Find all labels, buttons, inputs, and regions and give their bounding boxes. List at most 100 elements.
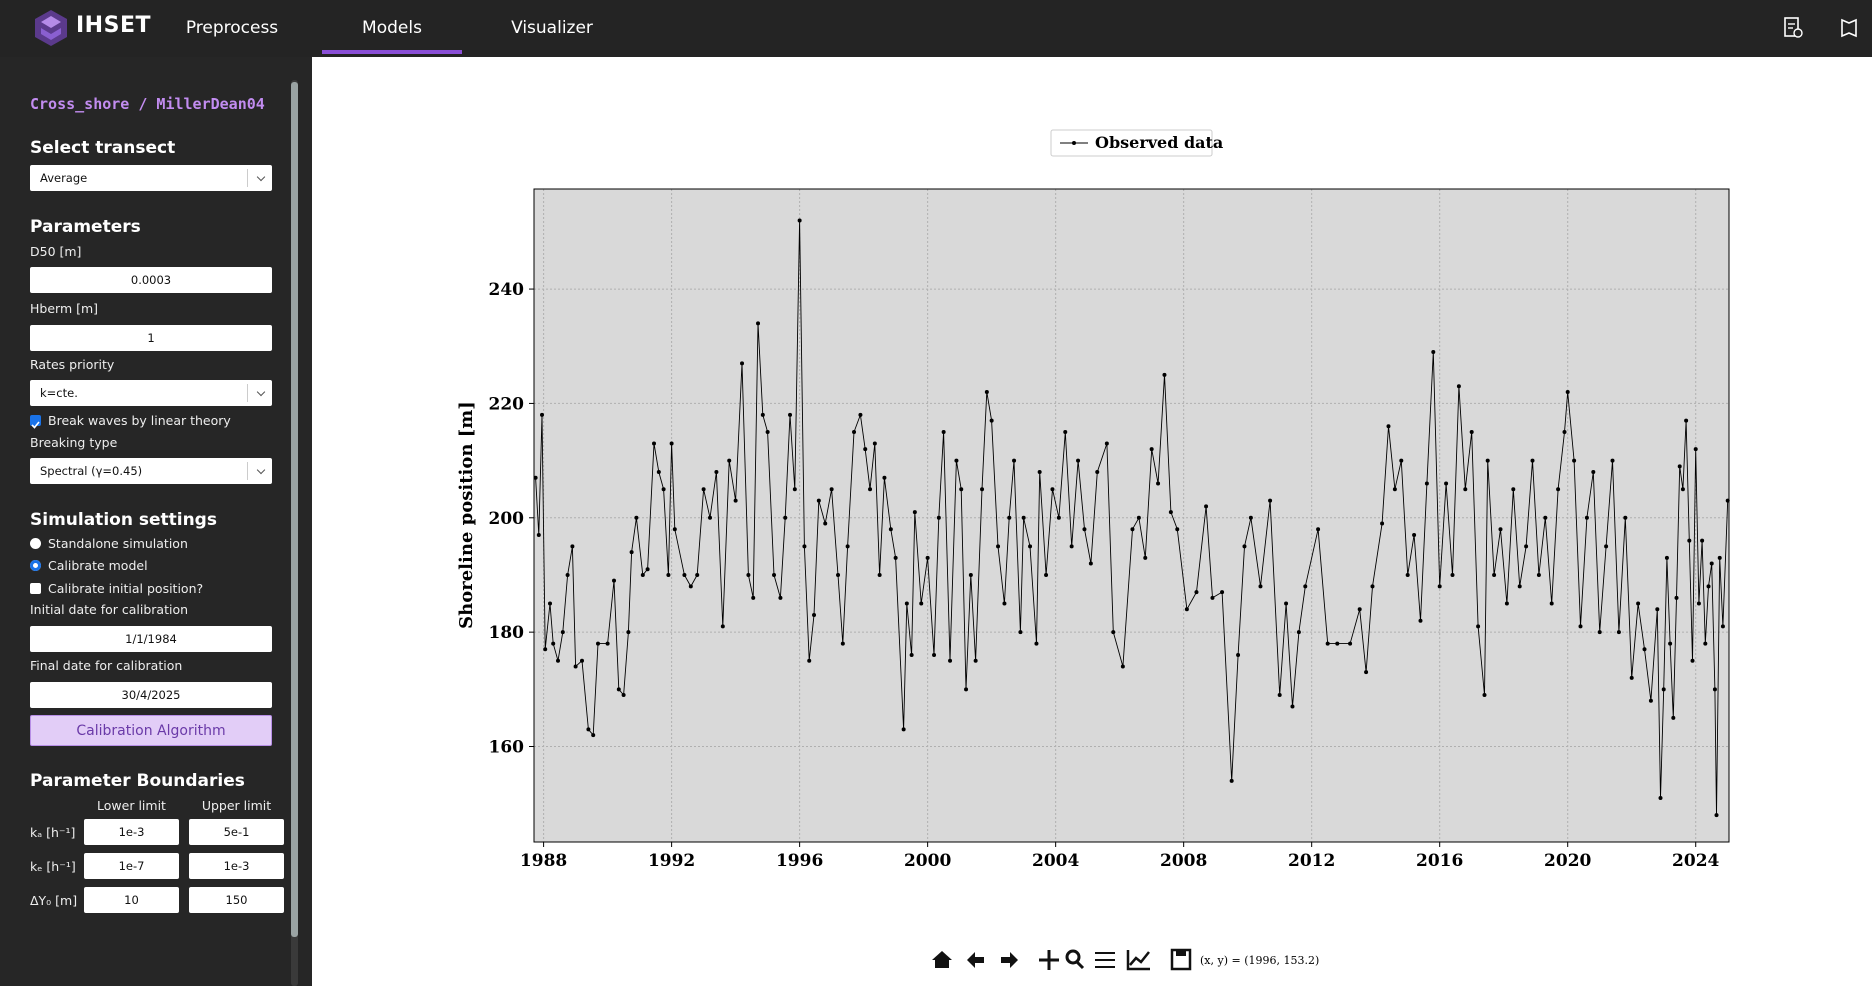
data-point bbox=[836, 572, 841, 577]
data-point bbox=[1236, 653, 1241, 658]
data-point bbox=[1316, 527, 1321, 532]
data-point bbox=[1437, 584, 1442, 589]
data-point bbox=[1204, 504, 1209, 509]
data-point bbox=[645, 567, 650, 572]
data-point bbox=[629, 550, 634, 555]
data-point bbox=[565, 572, 570, 577]
data-point bbox=[968, 572, 973, 577]
input[interactable]: 1 bbox=[30, 325, 272, 351]
nav-tab[interactable]: Preprocess bbox=[185, 18, 279, 38]
data-point bbox=[1450, 572, 1455, 577]
data-point bbox=[807, 658, 812, 663]
data-point bbox=[772, 572, 777, 577]
data-point bbox=[1130, 527, 1135, 532]
input[interactable]: 0.0003 bbox=[30, 267, 272, 293]
label: Hberm [m] bbox=[30, 301, 99, 316]
plot-area bbox=[534, 189, 1729, 842]
header-icons[interactable] bbox=[1782, 16, 1862, 40]
data-point bbox=[941, 430, 946, 435]
select[interactable]: k=cte. bbox=[30, 380, 272, 406]
data-point bbox=[901, 727, 906, 732]
data-point bbox=[605, 641, 610, 646]
select[interactable]: Average bbox=[30, 165, 272, 191]
data-point bbox=[802, 544, 807, 549]
data-point bbox=[1648, 698, 1653, 703]
data-point bbox=[959, 487, 964, 492]
input[interactable]: 10 bbox=[84, 887, 179, 913]
data-point bbox=[1565, 389, 1570, 394]
data-point bbox=[1504, 601, 1509, 606]
data-point bbox=[1690, 658, 1695, 663]
input[interactable]: 30/4/2025 bbox=[30, 682, 272, 708]
data-point bbox=[1268, 498, 1273, 503]
input[interactable]: 1e-7 bbox=[84, 853, 179, 879]
data-point bbox=[1714, 813, 1719, 818]
data-point bbox=[1021, 515, 1026, 520]
x-tick-label: 2012 bbox=[1288, 851, 1335, 871]
data-point bbox=[1399, 458, 1404, 463]
data-point bbox=[1002, 601, 1007, 606]
data-point bbox=[909, 653, 914, 658]
checkbox[interactable] bbox=[30, 583, 41, 594]
data-point bbox=[765, 430, 770, 435]
input[interactable]: 150 bbox=[189, 887, 284, 913]
y-tick-label: 180 bbox=[489, 623, 525, 643]
data-point bbox=[783, 515, 788, 520]
input[interactable]: 1e-3 bbox=[189, 853, 284, 879]
input[interactable]: 5e-1 bbox=[189, 819, 284, 845]
data-point bbox=[1370, 584, 1375, 589]
data-point bbox=[863, 447, 868, 452]
data-point bbox=[1424, 481, 1429, 486]
data-point bbox=[1530, 458, 1535, 463]
data-point bbox=[1578, 624, 1583, 629]
data-point bbox=[573, 664, 578, 669]
scrollbar-thumb[interactable] bbox=[291, 82, 298, 937]
heading: Parameter Boundaries bbox=[30, 771, 245, 791]
data-point bbox=[1229, 778, 1234, 783]
data-point bbox=[932, 653, 937, 658]
nav-tab[interactable]: Visualizer bbox=[511, 18, 593, 38]
legend-swatch bbox=[1072, 141, 1076, 145]
data-point bbox=[1517, 584, 1522, 589]
select[interactable]: Spectral (γ=0.45) bbox=[30, 458, 272, 484]
data-point bbox=[1572, 458, 1577, 463]
x-tick-label: 2020 bbox=[1544, 851, 1591, 871]
toolbar[interactable] bbox=[932, 948, 1192, 971]
radio[interactable] bbox=[30, 560, 41, 571]
data-point bbox=[1364, 670, 1369, 675]
data-point bbox=[1296, 630, 1301, 635]
label: Rates priority bbox=[30, 357, 115, 372]
data-point bbox=[1642, 647, 1647, 652]
checkbox-label: Break waves by linear theory bbox=[48, 413, 231, 428]
data-point bbox=[1636, 601, 1641, 606]
data-point bbox=[1018, 630, 1023, 635]
data-point bbox=[1392, 487, 1397, 492]
data-point bbox=[760, 412, 765, 417]
data-point bbox=[852, 430, 857, 435]
data-point bbox=[661, 487, 666, 492]
data-point bbox=[1056, 515, 1061, 520]
data-point bbox=[652, 441, 657, 446]
data-point bbox=[1037, 470, 1042, 475]
radio[interactable] bbox=[30, 538, 41, 549]
data-point bbox=[1258, 584, 1263, 589]
data-point bbox=[984, 389, 989, 394]
data-point bbox=[616, 687, 621, 692]
row-label: kₐ [h⁻¹] bbox=[30, 825, 76, 840]
data-point bbox=[964, 687, 969, 692]
label: D50 [m] bbox=[30, 244, 82, 259]
brand: IHSET bbox=[76, 13, 151, 38]
checkbox[interactable] bbox=[30, 415, 41, 429]
data-point bbox=[1012, 458, 1017, 463]
heading: Simulation settings bbox=[30, 510, 217, 530]
nav-tab[interactable]: Models bbox=[322, 18, 462, 54]
input[interactable]: 1/1/1984 bbox=[30, 626, 272, 652]
data-point bbox=[954, 458, 959, 463]
data-point bbox=[1687, 538, 1692, 543]
data-point bbox=[682, 572, 687, 577]
input[interactable]: 1e-3 bbox=[84, 819, 179, 845]
checkbox-label: Calibrate initial position? bbox=[48, 581, 204, 596]
data-point bbox=[973, 658, 978, 663]
button[interactable]: Calibration Algorithm bbox=[30, 715, 272, 746]
